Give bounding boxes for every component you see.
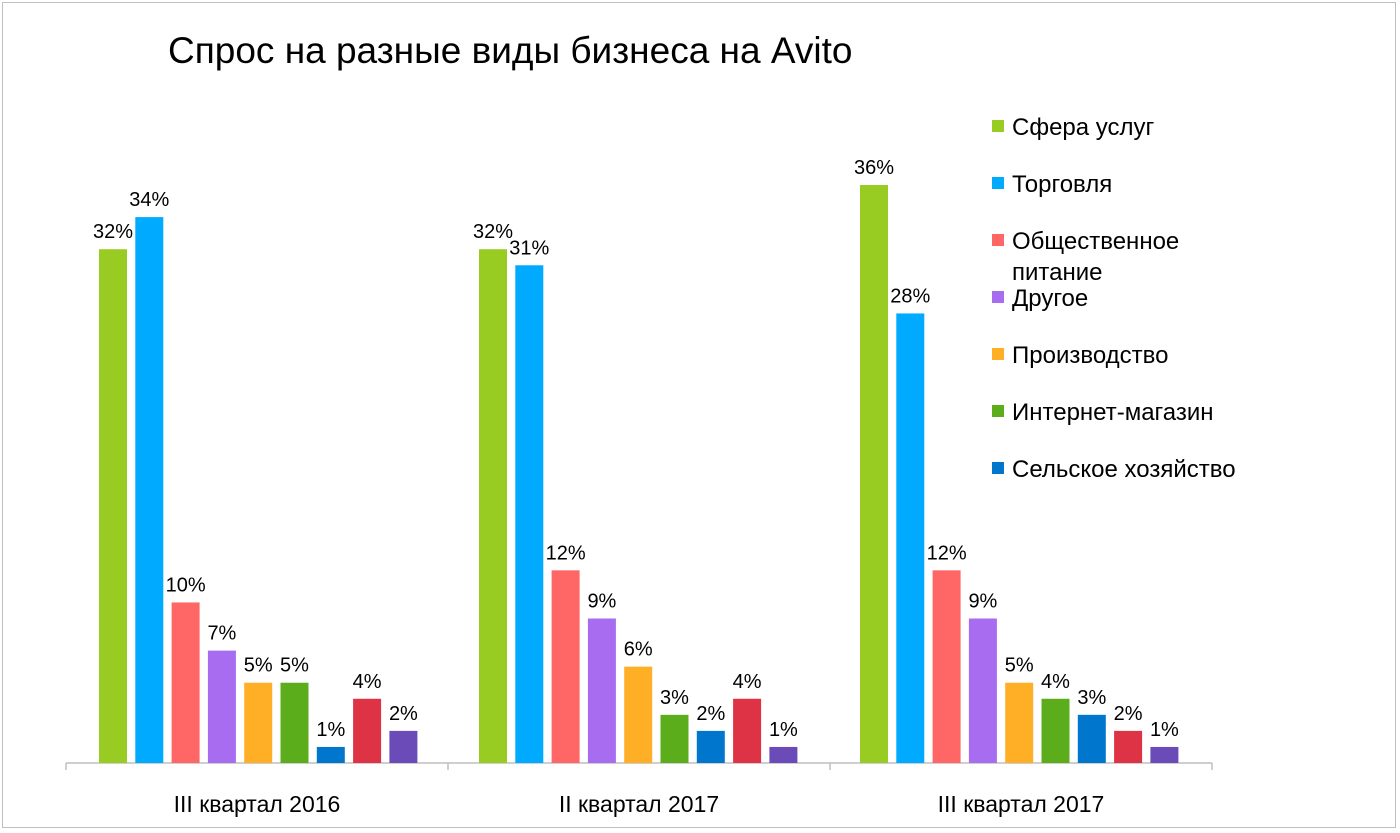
bar	[207, 650, 236, 763]
bar	[1114, 730, 1143, 763]
bar	[1150, 746, 1179, 763]
bar	[860, 185, 888, 763]
data-label: 4%	[353, 671, 382, 693]
legend-swatch	[992, 234, 1004, 246]
legend-swatch	[992, 405, 1004, 417]
bar	[244, 682, 273, 763]
bar	[135, 217, 164, 764]
bar	[624, 666, 653, 763]
data-label: 6%	[624, 639, 653, 661]
data-label: 32%	[93, 221, 133, 243]
data-label: 5%	[280, 655, 309, 677]
bar	[171, 602, 200, 763]
data-label: 2%	[389, 703, 418, 725]
category-label: III квартал 2016	[174, 791, 341, 817]
bar	[932, 570, 961, 763]
legend-label: Сельское хозяйство	[1012, 456, 1236, 483]
data-label: 32%	[473, 221, 513, 243]
data-label: 4%	[733, 671, 762, 693]
bar	[353, 698, 382, 763]
data-label: 28%	[890, 285, 930, 307]
legend-label: Другое	[1012, 285, 1088, 312]
bar	[1005, 682, 1034, 763]
category-label: III квартал 2017	[938, 791, 1105, 817]
data-label: 9%	[587, 591, 616, 613]
bar	[1077, 714, 1106, 763]
data-label: 1%	[769, 719, 798, 741]
bar	[280, 682, 309, 763]
data-label: 36%	[854, 157, 894, 179]
data-label: 9%	[968, 591, 997, 613]
x-axis	[65, 762, 1213, 770]
data-label: 3%	[1077, 687, 1106, 709]
data-label: 2%	[1114, 703, 1143, 725]
legend-swatch	[992, 462, 1004, 474]
bar	[968, 618, 997, 763]
category-labels: III квартал 2016 II квартал 2017 III кварт…	[174, 791, 1105, 817]
legend-swatch	[992, 120, 1004, 132]
bar	[479, 249, 507, 763]
data-label: 12%	[546, 542, 586, 564]
data-label: 7%	[207, 623, 236, 645]
bar	[696, 730, 725, 763]
data-label: 34%	[129, 189, 169, 211]
data-label: 1%	[316, 719, 345, 741]
legend: Сфера услуг Торговля Общественное питаниеДр…	[992, 114, 1236, 483]
bar	[389, 730, 418, 763]
data-label: 31%	[509, 237, 549, 259]
legend-label: питание	[1012, 259, 1102, 286]
legend-label: Сфера услуг	[1012, 114, 1155, 141]
legend-swatch	[992, 177, 1004, 189]
data-label: 3%	[660, 687, 689, 709]
bar	[99, 249, 127, 763]
bar	[551, 570, 580, 763]
data-label: 12%	[927, 542, 967, 564]
legend-swatch	[992, 291, 1004, 303]
chart-title: Спрос на разные виды бизнеса на Avito	[168, 30, 852, 71]
category-label: II квартал 2017	[559, 791, 719, 817]
data-label: 5%	[1005, 655, 1034, 677]
data-label: 2%	[696, 703, 725, 725]
data-label: 4%	[1041, 671, 1070, 693]
bars	[99, 185, 1179, 764]
bar	[896, 313, 925, 763]
legend-label: Интернет-магазин	[1012, 399, 1214, 426]
data-label: 5%	[244, 655, 273, 677]
bar	[316, 746, 345, 763]
data-label: 1%	[1150, 719, 1179, 741]
bar	[515, 265, 544, 763]
legend-swatch	[992, 348, 1004, 360]
legend-label: Производство	[1012, 342, 1168, 369]
legend-label: Общественное	[1012, 228, 1179, 255]
data-labels: 32%34%10%7%5% 5%1%4%2%32%31%12%9%6%3%2%4%…	[93, 157, 1179, 741]
bar	[733, 698, 762, 763]
bar	[769, 746, 798, 763]
data-label: 10%	[166, 574, 206, 596]
bar	[1041, 698, 1070, 763]
legend-label: Торговля	[1012, 171, 1112, 198]
bar	[660, 714, 689, 763]
bar	[587, 618, 616, 763]
